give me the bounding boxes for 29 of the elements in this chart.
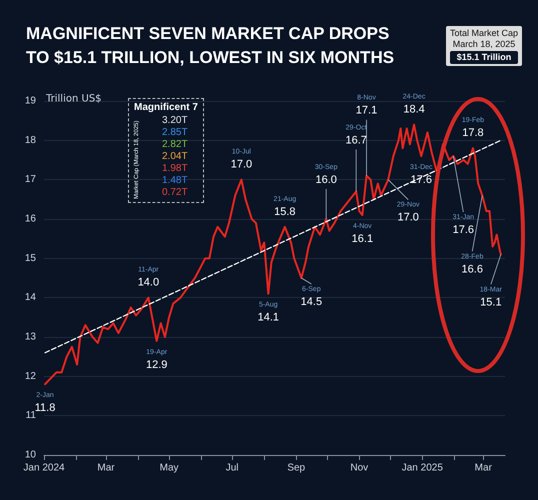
y-tick-label: 18 [24, 134, 36, 146]
y-tick-label: 16 [24, 214, 36, 224]
y-tick-label: 12 [24, 370, 36, 382]
y-tick-label: 11 [26, 410, 36, 422]
y-tick-label: 19 [24, 96, 36, 106]
y-tick-label: 13 [24, 332, 36, 342]
annotation: 2.04T [162, 151, 188, 163]
x-tick-label: Jan 2025 [402, 462, 444, 474]
annotation: 0.72T [162, 187, 188, 199]
annotation: 1.48T [162, 175, 188, 187]
x-tick-label: Jul [226, 462, 239, 474]
x-tick-label: Jan 2024 [23, 462, 66, 474]
x-tick-label: Mar [97, 462, 116, 474]
y-axis-title: Trillion US$ [45, 94, 102, 104]
total-box: Total Market Cap March 18, 2025 $15.1 Trillion [446, 26, 522, 66]
y-tick-label: 10 [24, 450, 36, 460]
chart-title: MAGNIFICENT SEVEN MARKET CAP DROPS TO $15.1 TRILLION, LOWEST IN SIX MONTHS [26, 23, 394, 69]
annotation: 2.85T [162, 127, 188, 139]
y-tick-label: 17 [24, 174, 36, 186]
y-tick-label: 15 [24, 252, 36, 264]
x-tick-label: May [160, 462, 179, 474]
x-tick-label: Nov [350, 462, 368, 474]
annotation: Magnificent 7 [134, 102, 198, 113]
annotation: 1.98T [162, 163, 188, 175]
x-tick-label: Mar [474, 462, 493, 474]
annotation: 3.20T [162, 115, 188, 127]
y-tick-label: 14 [24, 292, 36, 304]
annotation: 2.82T [162, 139, 188, 151]
x-tick-label: Sep [287, 462, 306, 474]
